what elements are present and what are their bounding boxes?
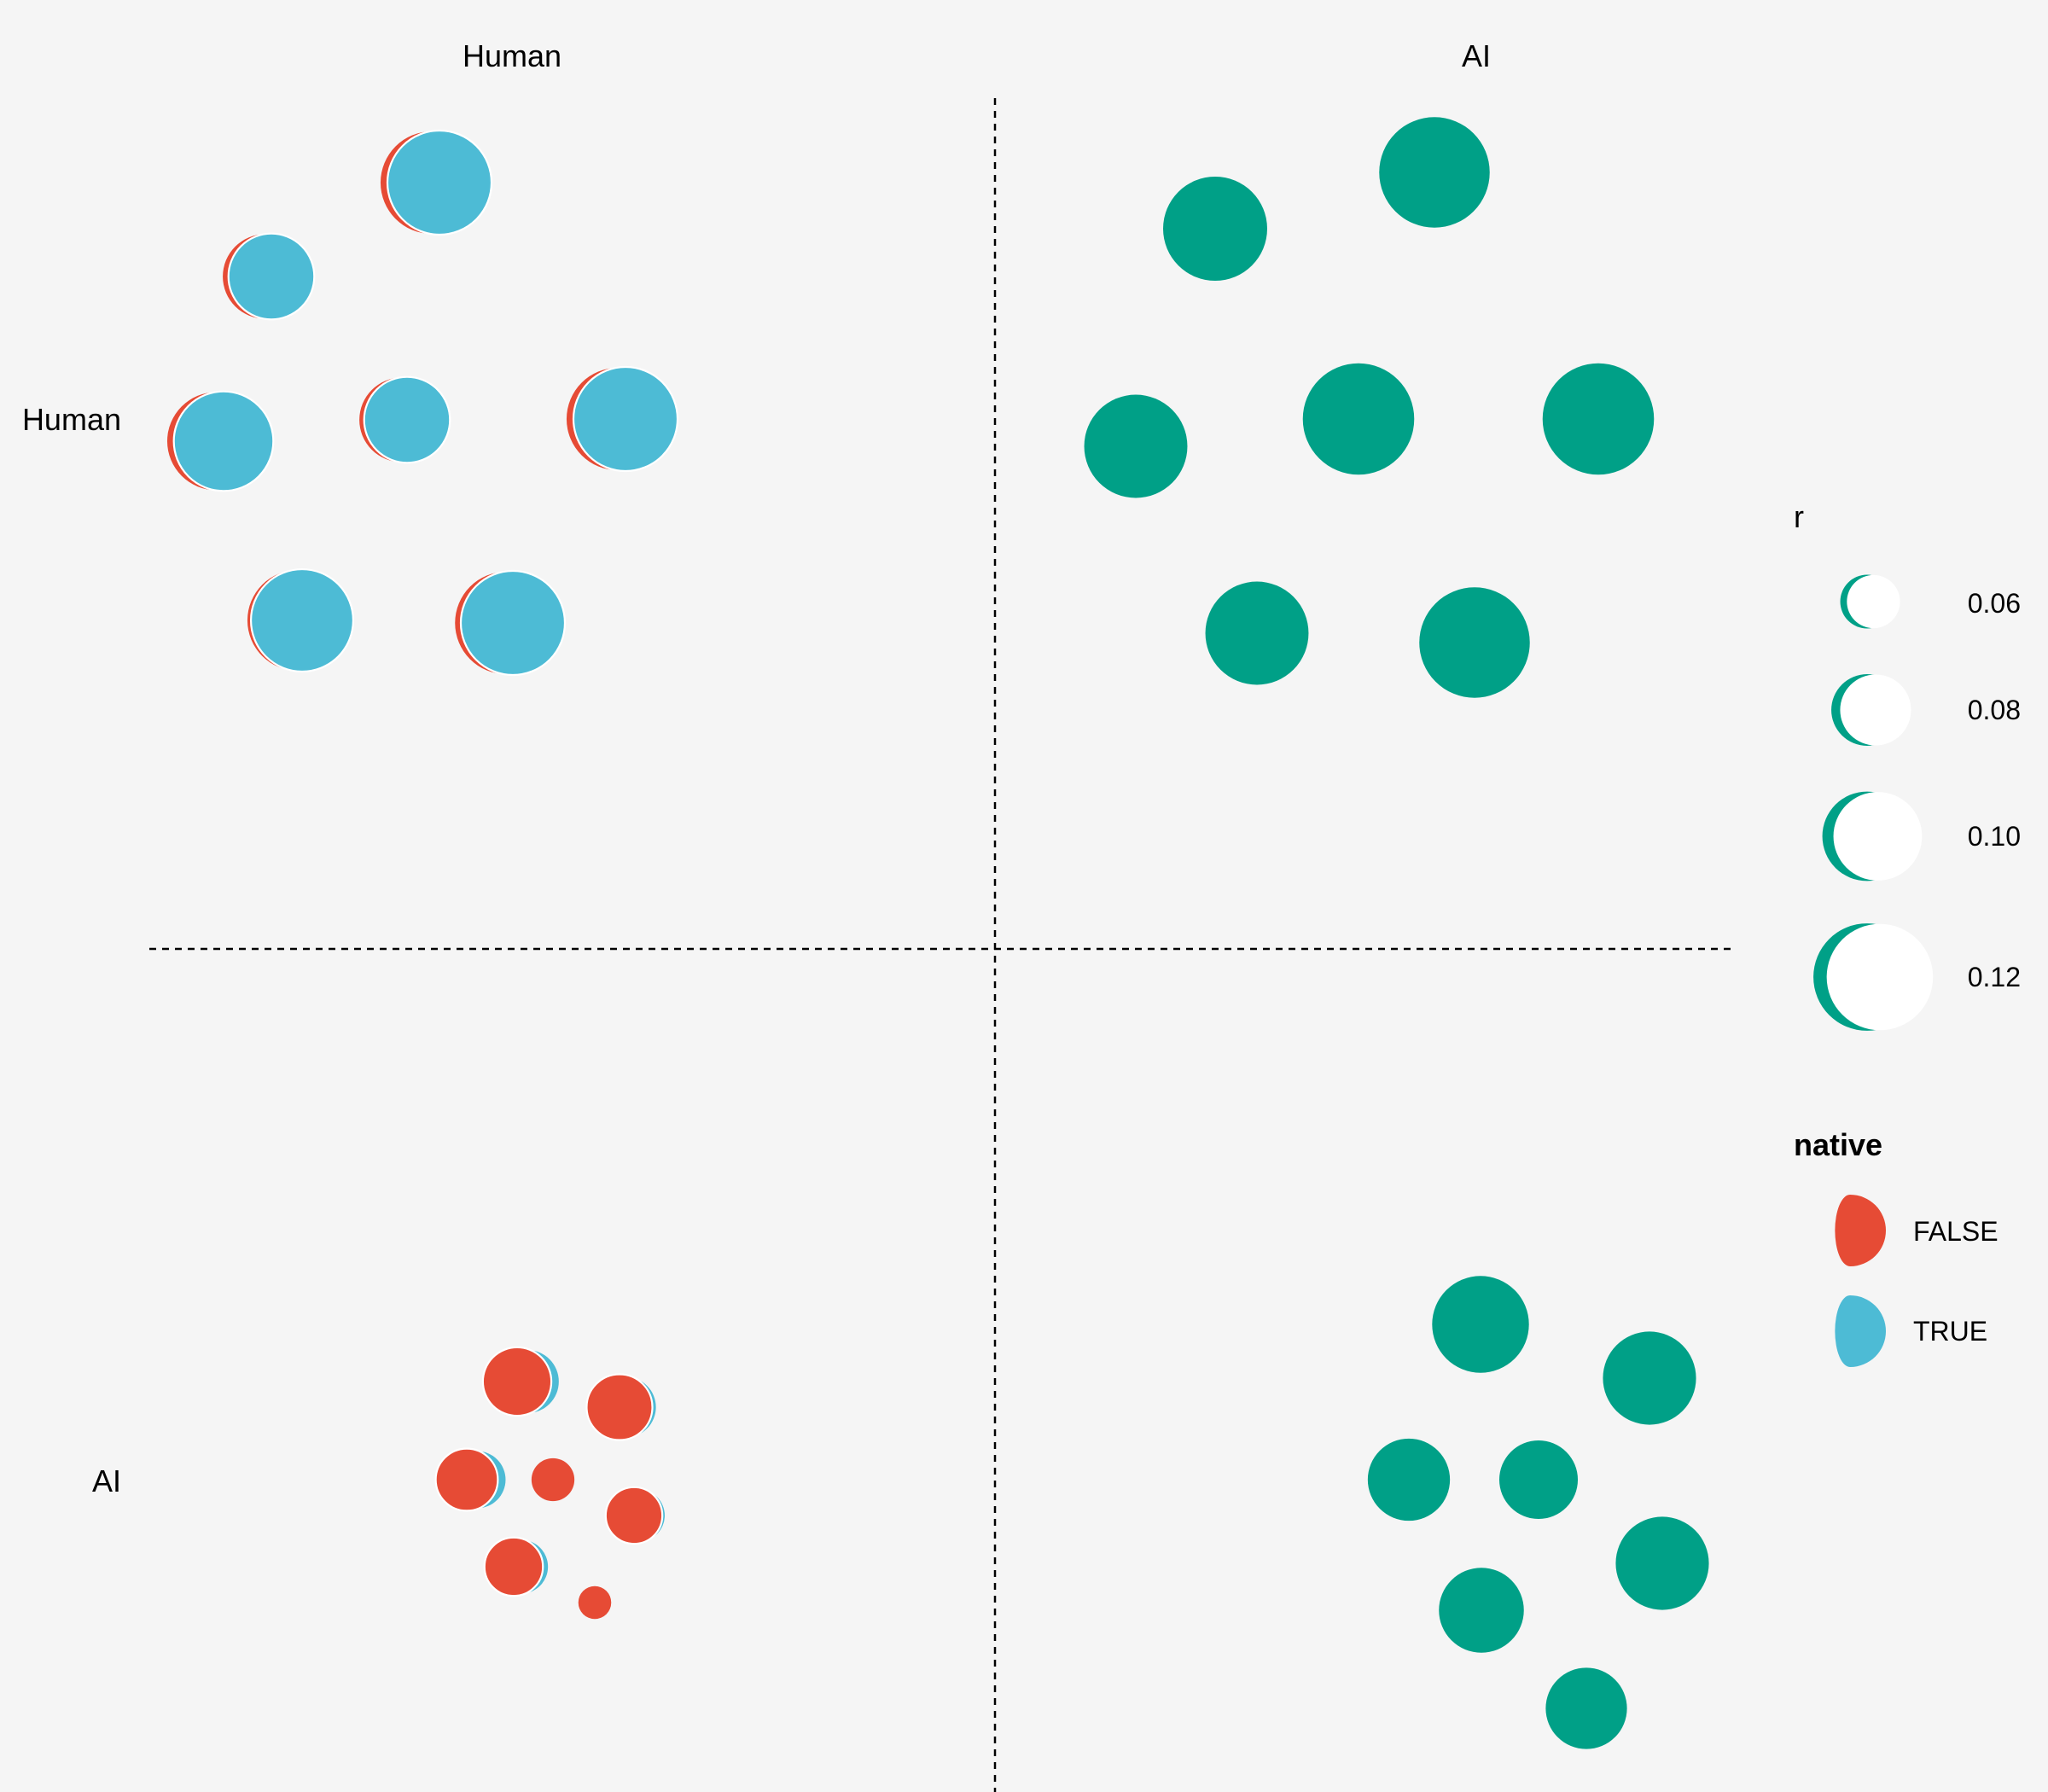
glyph [1419, 587, 1530, 698]
glyph [455, 569, 567, 677]
glyph [483, 1536, 549, 1597]
glyph-layer [166, 117, 1709, 1749]
panel-human-human [166, 129, 679, 677]
legend-r-front [1833, 792, 1923, 881]
col-label-human: Human [463, 38, 561, 73]
legend-native-glyphs [1835, 1195, 1886, 1367]
legend-r-key [1831, 674, 1911, 746]
legend-r-label: 0.10 [1968, 821, 2021, 852]
glyph [585, 1373, 656, 1441]
legend-native-key-false [1835, 1195, 1886, 1266]
glyph [1302, 363, 1415, 475]
glyph [380, 129, 493, 236]
native-true-part [249, 567, 355, 673]
glyph [1439, 1568, 1524, 1653]
native-false-part [434, 1447, 499, 1512]
glyph [1084, 394, 1188, 498]
glyph [359, 375, 451, 464]
row-label-human: Human [22, 402, 121, 437]
glyph [1379, 117, 1490, 228]
glyph [1498, 1440, 1579, 1520]
native-true-part [459, 569, 567, 677]
glyph [1163, 177, 1267, 281]
glyph [578, 1585, 612, 1620]
glyph [1542, 363, 1655, 475]
glyph [434, 1447, 506, 1512]
legend-r-label: 0.08 [1968, 695, 2021, 725]
native-false-part [481, 1346, 553, 1417]
panel-ai-human [434, 1346, 665, 1620]
native-true-part [172, 390, 275, 492]
glyph [223, 232, 316, 321]
legend-native-title: native [1794, 1127, 1882, 1162]
legend-r-label: 0.06 [1968, 588, 2021, 619]
legend-r-key [1822, 791, 1923, 881]
native-true-part [572, 365, 679, 473]
col-label-ai: AI [1462, 38, 1491, 73]
legend-r-front [1840, 674, 1911, 746]
glyph [1367, 1438, 1451, 1521]
panel-human-ai [1084, 117, 1655, 698]
glyph [531, 1457, 575, 1502]
legend-r-front [1847, 574, 1900, 629]
legend-r-label: 0.12 [1968, 962, 2021, 992]
glyph [1615, 1516, 1709, 1610]
legend-r-title: r [1794, 499, 1804, 534]
glyph [481, 1346, 559, 1417]
glyph [1603, 1331, 1696, 1425]
glyph [166, 390, 275, 492]
legend-native-label: FALSE [1913, 1216, 1999, 1247]
native-false-part [531, 1457, 575, 1502]
native-true-part [386, 129, 493, 236]
native-false-part [578, 1585, 612, 1620]
glyph [604, 1486, 665, 1545]
legend-r-key [1813, 923, 1934, 1031]
glyph [1205, 581, 1309, 685]
row-label-ai: AI [92, 1463, 121, 1498]
native-false-part [604, 1486, 664, 1545]
glyph [1545, 1667, 1627, 1749]
glyph [566, 365, 679, 473]
glyph [247, 567, 355, 673]
legend-native-key-true [1835, 1295, 1886, 1367]
legend-r-front [1826, 923, 1934, 1031]
native-true-part [363, 375, 451, 464]
native-false-part [585, 1373, 654, 1441]
panel-ai-ai [1367, 1276, 1709, 1749]
native-false-part [483, 1536, 544, 1597]
native-true-part [227, 232, 316, 321]
legend-native-label: TRUE [1913, 1316, 1987, 1347]
glyph [1432, 1276, 1529, 1373]
legend-r-glyphs [1813, 574, 1934, 1031]
legend-r-key [1840, 574, 1900, 629]
